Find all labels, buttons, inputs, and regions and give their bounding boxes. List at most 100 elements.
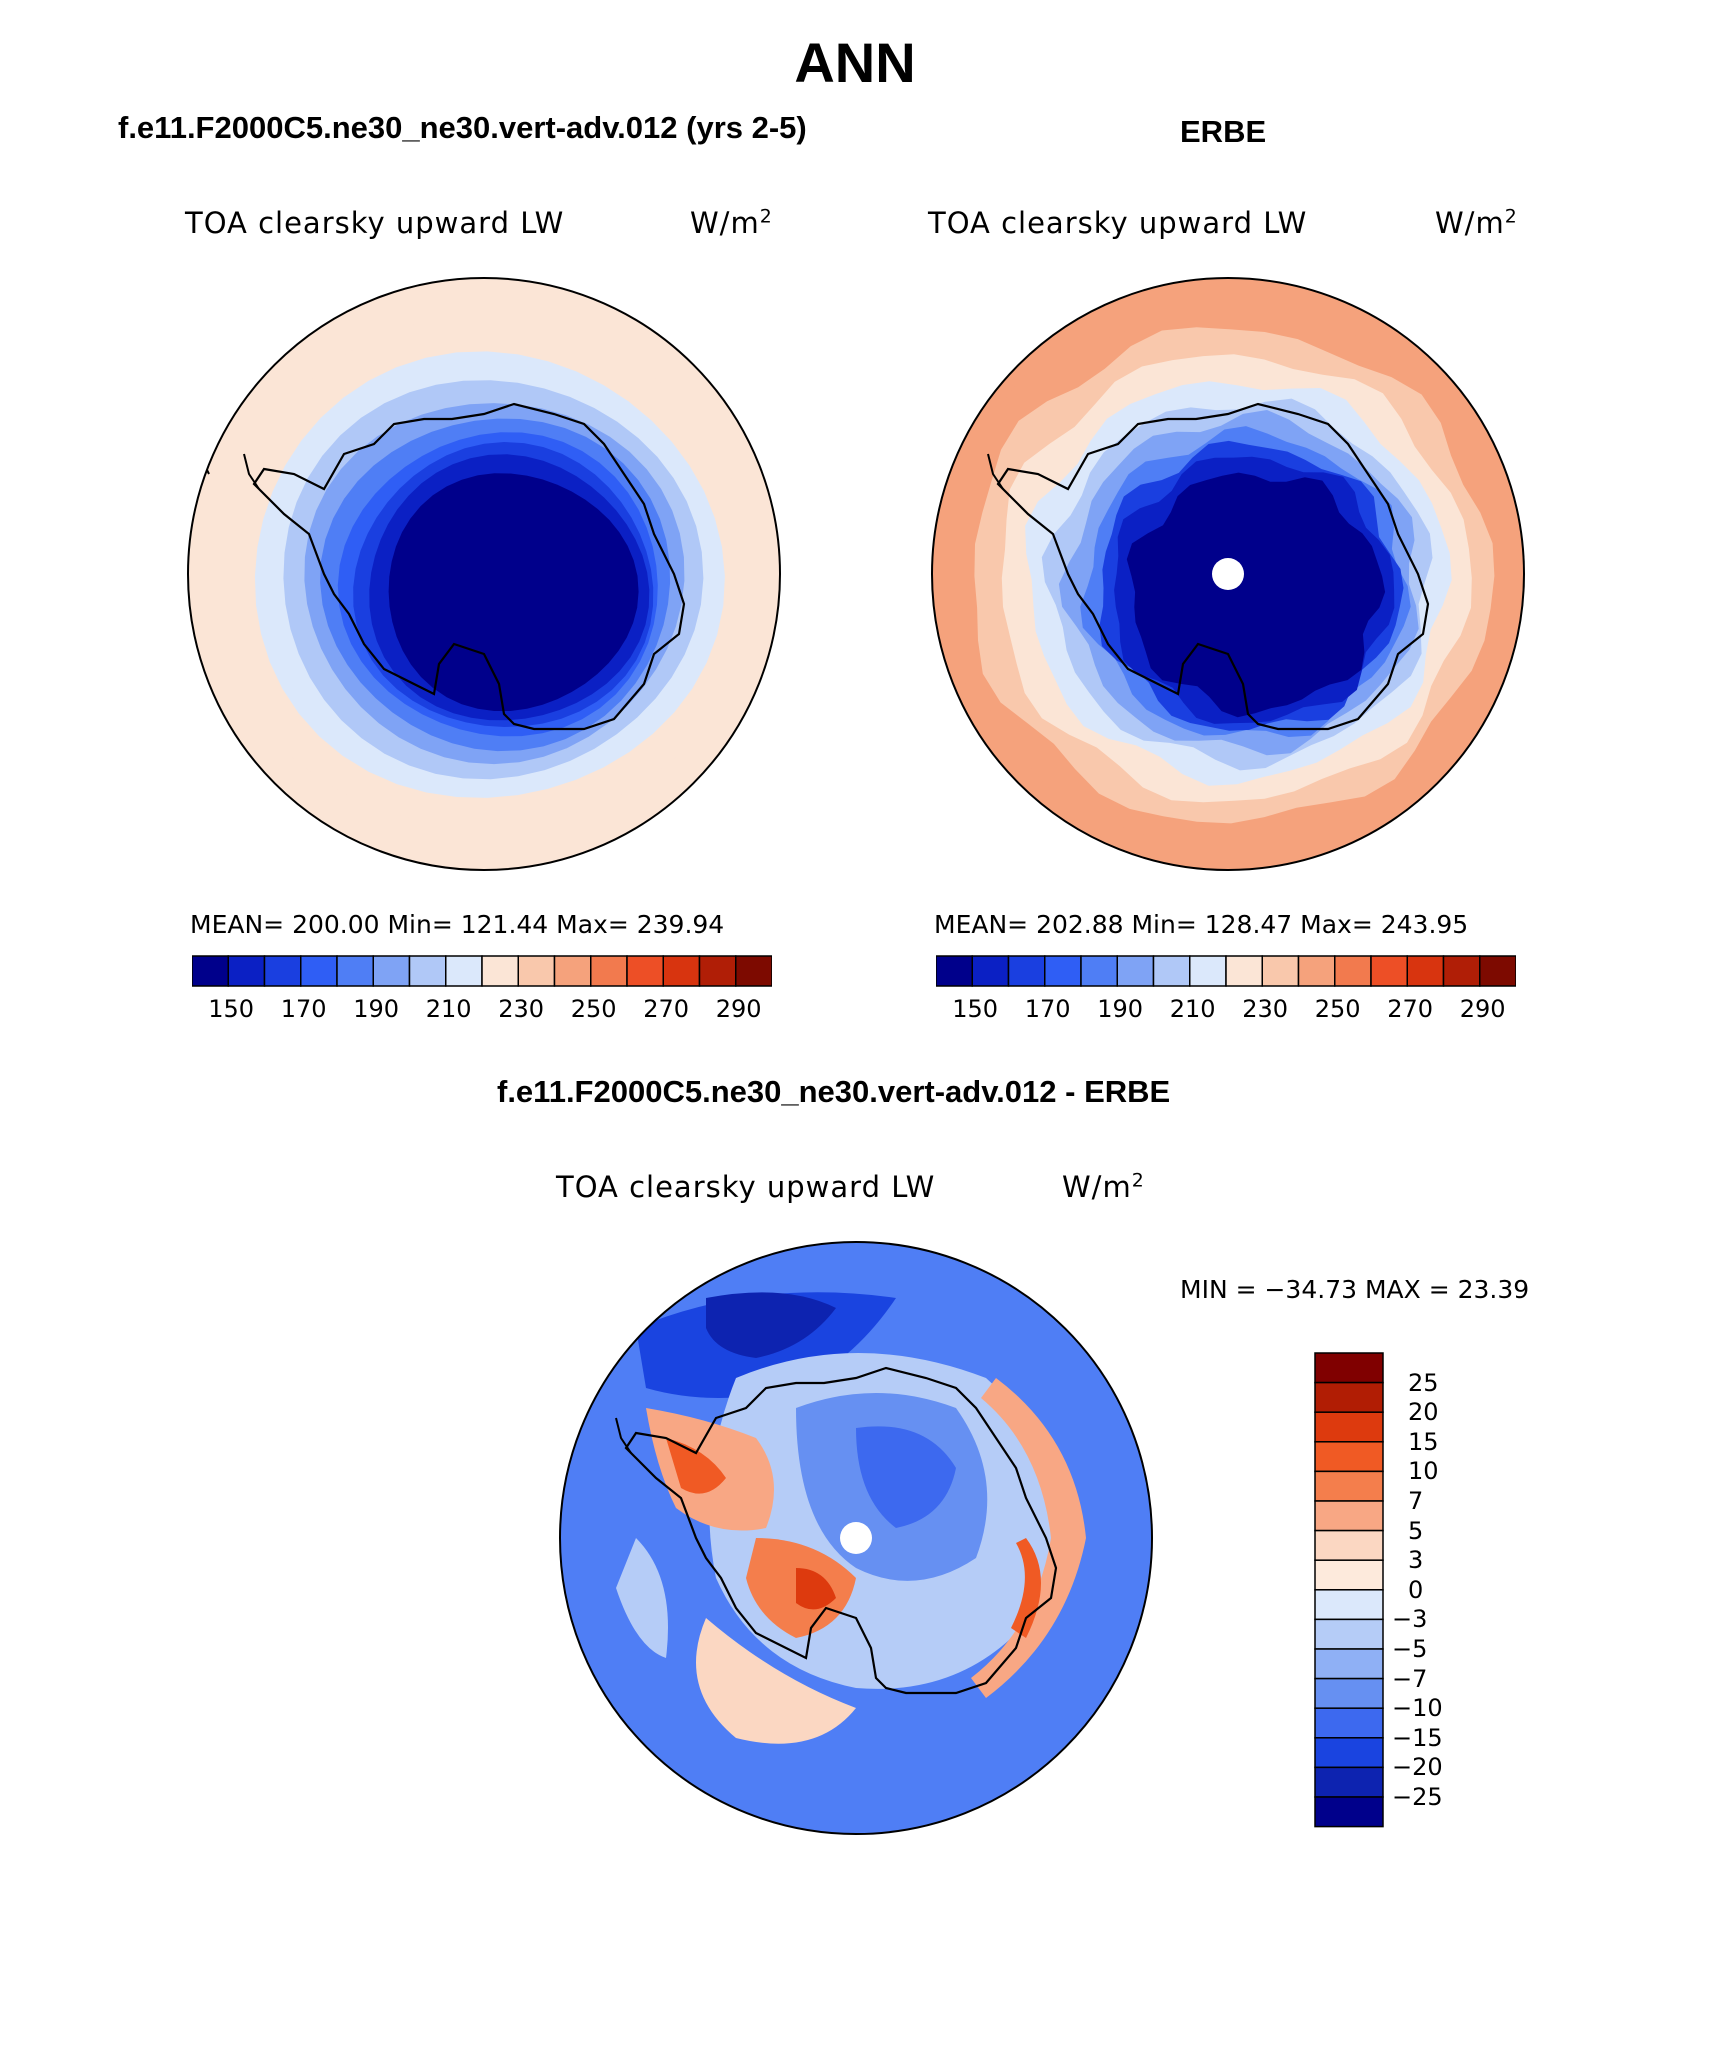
diff-colorbar-tick-label: 3 <box>1408 1546 1424 1575</box>
diff-colorbar-tick-label: −5 <box>1392 1635 1428 1663</box>
colorbar-swatch <box>1442 955 1481 987</box>
model-colorbar <box>192 955 772 987</box>
diff-colorbar-tick-label: 20 <box>1408 1398 1439 1427</box>
diff-colorbar-swatch <box>1314 1500 1384 1532</box>
colorbar-swatch <box>372 955 411 987</box>
diff-colorbar-tick-label: 25 <box>1408 1368 1439 1397</box>
colorbar-tick-label: 290 <box>715 995 762 1023</box>
colorbar-swatch <box>263 955 302 987</box>
colorbar-swatch <box>192 955 229 987</box>
model-units-label: W/m2 <box>690 206 773 240</box>
diff-colorbar-tick-label: −7 <box>1392 1664 1428 1693</box>
diff-colorbar-swatch <box>1314 1441 1384 1473</box>
colorbar-tick-label: 290 <box>1459 995 1506 1023</box>
colorbar-swatch <box>1044 955 1082 987</box>
colorbar-swatch <box>517 955 556 987</box>
diff-units-label: W/m2 <box>1062 1170 1145 1204</box>
colorbar-swatch <box>408 955 447 987</box>
diff-colorbar-tick-label: −15 <box>1392 1723 1443 1752</box>
model-panel-header: f.e11.F2000C5.ne30_ne30.vert-adv.012 (yr… <box>118 110 807 145</box>
diff-colorbar-tick-label: 0 <box>1408 1575 1424 1604</box>
obs-polar-map <box>931 277 1525 871</box>
diff-colorbar-swatch <box>1314 1677 1384 1709</box>
diff-panel-header: f.e11.F2000C5.ne30_ne30.vert-adv.012 - E… <box>497 1074 1171 1109</box>
diff-colorbar-swatch <box>1314 1589 1384 1621</box>
colorbar-swatch <box>1406 955 1445 987</box>
colorbar-swatch <box>662 955 701 987</box>
diff-colorbar-swatch <box>1314 1381 1384 1413</box>
diff-colorbar-swatch <box>1314 1707 1384 1739</box>
obs-stats: MEAN= 202.88 Min= 128.47 Max= 243.95 <box>934 910 1469 939</box>
model-colorbar-ticks: 150 170 190 210 230 250 270 290 <box>192 995 772 1025</box>
diff-colorbar-swatch <box>1314 1470 1384 1502</box>
colorbar-swatch <box>1189 955 1227 987</box>
colorbar-tick-label: 230 <box>1242 995 1289 1023</box>
obs-variable-label: TOA clearsky upward LW <box>928 206 1308 240</box>
missing-data-pole <box>1212 558 1244 590</box>
colorbar-tick-label: 270 <box>643 995 690 1023</box>
colorbar-tick-label: 190 <box>353 995 400 1023</box>
diff-field <box>616 1292 1086 1744</box>
colorbar-tick-label: 250 <box>1314 995 1361 1023</box>
colorbar-swatch <box>626 955 664 987</box>
colorbar-tick-label: 250 <box>570 995 617 1023</box>
diff-variable-label: TOA clearsky upward LW <box>556 1170 936 1204</box>
colorbar-swatch <box>971 955 1010 987</box>
obs-coastline <box>987 402 1430 731</box>
diff-colorbar-swatch <box>1314 1618 1384 1650</box>
colorbar-swatch <box>1261 955 1300 987</box>
diff-colorbar <box>1314 1352 1384 1828</box>
diff-missing-data-pole <box>840 1522 872 1554</box>
colorbar-swatch <box>1334 955 1372 987</box>
diff-colorbar-tick-label: 10 <box>1408 1457 1439 1486</box>
colorbar-tick-label: 210 <box>425 995 472 1023</box>
diff-colorbar-swatch <box>1314 1352 1384 1384</box>
diff-colorbar-swatch <box>1314 1796 1384 1828</box>
diff-colorbar-tick-label: 7 <box>1408 1487 1424 1515</box>
colorbar-swatch <box>1116 955 1155 987</box>
diff-polar-map <box>559 1241 1153 1835</box>
diff-colorbar-tick-label: 5 <box>1408 1516 1424 1545</box>
colorbar-swatch <box>590 955 628 987</box>
model-variable-label: TOA clearsky upward LW <box>185 206 565 240</box>
diff-colorbar-swatch <box>1314 1529 1384 1561</box>
diff-colorbar-swatch <box>1314 1559 1384 1591</box>
page-title: ANN <box>794 31 916 94</box>
colorbar-tick-label: 230 <box>498 995 545 1023</box>
diff-colorbar-swatch <box>1314 1411 1384 1443</box>
obs-panel-header: ERBE <box>1180 114 1267 149</box>
obs-units-label: W/m2 <box>1435 206 1518 240</box>
diff-colorbar-swatch <box>1314 1737 1384 1769</box>
diff-colorbar-tick-label: −20 <box>1392 1753 1443 1782</box>
model-rings-contour-8 <box>388 473 639 711</box>
diff-coastline <box>615 1366 1058 1695</box>
colorbar-swatch <box>336 955 374 987</box>
colorbar-tick-label: 150 <box>952 995 999 1023</box>
colorbar-swatch <box>1225 955 1263 987</box>
diff-colorbar-swatch <box>1314 1648 1384 1680</box>
diff-colorbar-tick-label: −3 <box>1392 1605 1428 1634</box>
colorbar-swatch <box>445 955 483 987</box>
colorbar-swatch <box>1152 955 1191 987</box>
colorbar-swatch <box>936 955 973 987</box>
colorbar-tick-label: 150 <box>208 995 255 1023</box>
obs-colorbar <box>936 955 1516 987</box>
diff-colorbar-swatch <box>1314 1766 1384 1798</box>
colorbar-tick-label: 170 <box>1024 995 1071 1023</box>
colorbar-tick-label: 270 <box>1387 995 1434 1023</box>
colorbar-swatch <box>1297 955 1336 987</box>
model-polar-map <box>187 277 781 871</box>
colorbar-tick-label: 170 <box>280 995 327 1023</box>
colorbar-tick-label: 190 <box>1097 995 1144 1023</box>
colorbar-swatch <box>1007 955 1046 987</box>
colorbar-swatch <box>698 955 737 987</box>
colorbar-swatch <box>735 955 772 987</box>
colorbar-swatch <box>553 955 592 987</box>
diff-minmax: MIN = −34.73 MAX = 23.39 <box>1180 1275 1530 1304</box>
colorbar-swatch <box>1370 955 1408 987</box>
colorbar-swatch <box>481 955 519 987</box>
diff-colorbar-tick-label: −10 <box>1392 1694 1443 1723</box>
diff-colorbar-tick-label: 15 <box>1408 1427 1439 1456</box>
obs-colorbar-ticks: 150 170 190 210 230 250 270 290 <box>936 995 1516 1025</box>
diff-colorbar-tick-label: −25 <box>1392 1783 1443 1811</box>
